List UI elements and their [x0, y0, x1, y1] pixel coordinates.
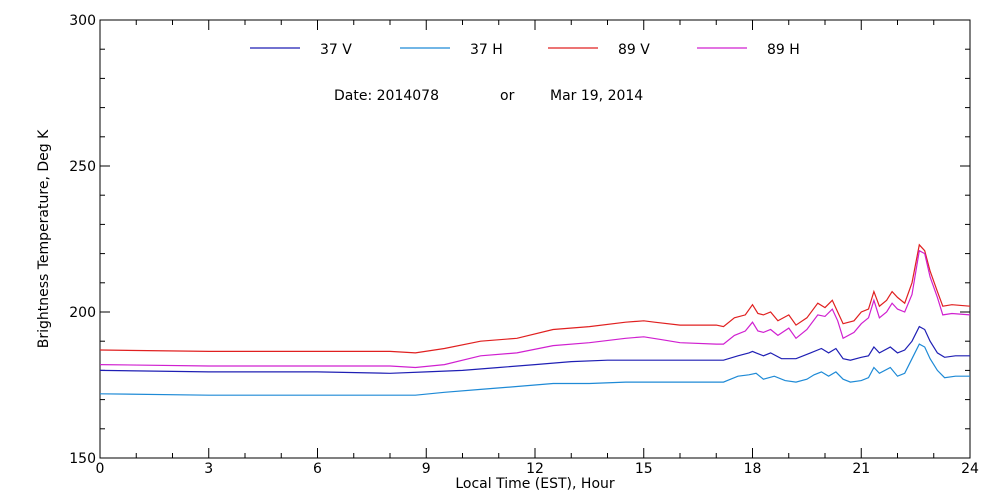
- date-value: Mar 19, 2014: [550, 88, 643, 104]
- x-tick-label: 9: [422, 461, 431, 477]
- y-tick-label: 200: [69, 305, 96, 321]
- x-tick-label: 21: [852, 461, 870, 477]
- x-tick-label: 0: [96, 461, 105, 477]
- x-tick-label: 15: [635, 461, 653, 477]
- legend-label: 37 H: [470, 42, 503, 58]
- x-tick-label: 3: [204, 461, 213, 477]
- y-axis-title: Brightness Temperature, Deg K: [36, 129, 52, 348]
- y-tick-label: 250: [69, 159, 96, 175]
- legend-label: 37 V: [320, 42, 352, 58]
- axis-tick-labels: 0 3 6 9 12 15 18 21 24 150 200 250 300: [69, 13, 979, 477]
- date-connector: or: [500, 88, 515, 104]
- series-line-37-v: [99, 325, 970, 374]
- series-line-37-h: [99, 343, 970, 396]
- x-tick-label: 18: [744, 461, 762, 477]
- x-axis-title: Local Time (EST), Hour: [455, 476, 615, 492]
- x-tick-label: 6: [313, 461, 322, 477]
- y-tick-label: 300: [69, 13, 96, 29]
- y-tick-label: 150: [69, 451, 96, 467]
- legend: 37 V 37 H 89 V 89 H: [250, 42, 800, 58]
- axis-ticks: [99, 19, 971, 459]
- legend-label: 89 V: [618, 42, 650, 58]
- plot-frame: [99, 19, 971, 459]
- x-tick-label: 24: [961, 461, 979, 477]
- series-lines: [99, 243, 971, 396]
- x-tick-label: 12: [526, 461, 544, 477]
- date-label: Date: 2014078: [334, 88, 439, 104]
- series-line-89-v: [99, 243, 971, 354]
- series-line-89-h: [99, 249, 971, 369]
- legend-label: 89 H: [767, 42, 800, 58]
